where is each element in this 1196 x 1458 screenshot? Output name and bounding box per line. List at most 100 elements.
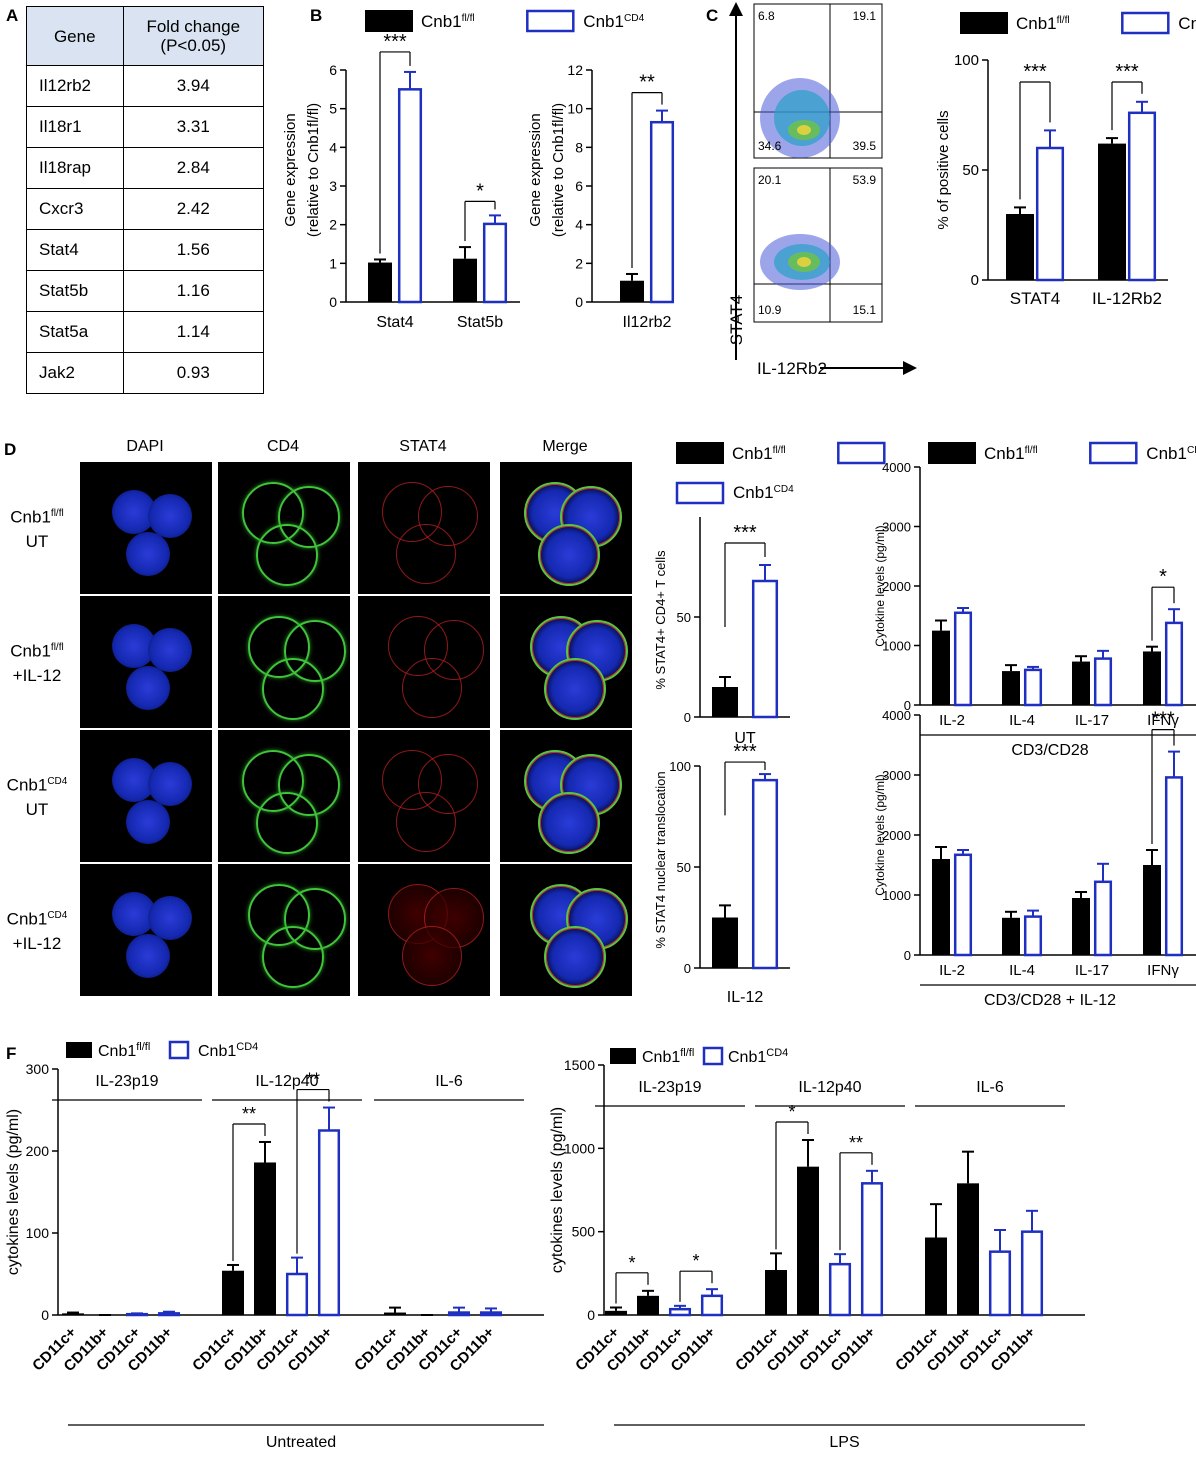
significance-stars: *: [692, 1251, 699, 1271]
gene-cell: Il18r1: [26, 106, 124, 148]
legend-swatch-cd4: [837, 441, 886, 465]
x-category-label: IL-12: [727, 989, 764, 1006]
fold-cell: 1.56: [122, 229, 265, 271]
cell-shape: [402, 658, 462, 718]
legend-label-wt: Cnb1fl/fl: [98, 1041, 150, 1060]
cell-shape: [538, 792, 600, 854]
x-category-label: Stat4: [376, 314, 413, 331]
y-tick-label: 1000: [564, 1140, 595, 1156]
y-tick-label: 100: [26, 1225, 50, 1241]
y-tick-label: 0: [904, 698, 911, 713]
micro-col-label: DAPI: [126, 438, 164, 455]
cell-shape: [544, 926, 606, 988]
y-tick-label: 0: [587, 1307, 595, 1323]
bar-cd4: [751, 778, 779, 970]
table-row: Il18r1 3.31: [26, 106, 265, 148]
cell-shape: [126, 666, 170, 710]
table-row: Il18rap 2.84: [26, 147, 265, 189]
legend-label-cd4: Cnb1CD4: [733, 483, 794, 502]
bar-cd4: [1023, 915, 1043, 957]
cell-shape: [148, 896, 192, 940]
micro-image-stat4: [358, 596, 490, 728]
y-tick-label: 5: [329, 101, 337, 117]
micro-image-dapi: [80, 864, 212, 996]
gene-cell: Stat4: [26, 229, 124, 271]
legend-swatch-wt: [66, 1042, 92, 1058]
bar-wt: [712, 687, 738, 717]
cell-shape: [396, 524, 456, 584]
arrow-head: [903, 361, 917, 375]
micro-image-cd4: [218, 596, 350, 728]
x-category-label: IL-4: [1009, 712, 1035, 729]
bar-cd4: [668, 1307, 692, 1317]
group-title: IL-12p40: [798, 1079, 861, 1096]
bar-wt: [1006, 214, 1034, 280]
x-category-label: Il12rb2: [623, 314, 672, 331]
y-axis-label: Gene expression: [527, 113, 544, 226]
y-tick-label: 0: [575, 294, 583, 310]
x-category-label: IL-12Rb2: [1092, 289, 1162, 308]
y-tick-label: 300: [26, 1061, 50, 1077]
micro-col-label: Merge: [542, 438, 588, 455]
fold-change-table: Gene Fold change (P<0.05) Il12rb2 3.94 Il18…: [26, 6, 265, 394]
bar-cd4: [1164, 621, 1184, 707]
bar-cd4: [157, 1312, 181, 1317]
y-axis-label: Cytokine levels (pg/ml): [873, 774, 887, 895]
legend-label-cd4: Cnb1CD4: [728, 1047, 788, 1066]
group-title: IL-6: [976, 1079, 1004, 1096]
bar-cd4: [751, 579, 779, 719]
gene-cell: Jak2: [26, 352, 124, 394]
y-tick-label: 0: [684, 961, 691, 976]
micro-image-dapi: [80, 462, 212, 594]
bar-cd4: [285, 1272, 309, 1317]
table-row: Jak2 0.93: [26, 352, 265, 394]
bar-wt: [1072, 898, 1090, 955]
fold-cell: 1.14: [122, 311, 265, 353]
y-tick-label: 2000: [882, 579, 911, 594]
y-tick-label: 500: [572, 1224, 596, 1240]
bar-cd4: [317, 1129, 341, 1317]
y-tick-label: 2: [329, 217, 337, 233]
bar-wt: [957, 1183, 979, 1315]
micro-col-label: STAT4: [399, 438, 447, 455]
x-category-label: IL-4: [1009, 962, 1035, 979]
y-tick-label: 12: [567, 62, 583, 78]
bar-wt: [368, 262, 392, 302]
quadrant-ur: 53.9: [853, 173, 877, 187]
y-axis-label: (relative to Cnb1fl/fl): [550, 103, 567, 237]
y-axis-label: % of positive cells: [935, 110, 952, 229]
group-label: CD3/CD28: [1011, 742, 1088, 759]
treatment-label: LPS: [829, 1434, 859, 1451]
bar-cd4: [482, 222, 508, 304]
bar-cd4: [988, 1250, 1012, 1317]
bar-wt: [605, 1310, 627, 1315]
quadrant-lr: 15.1: [853, 303, 877, 317]
y-tick-label: 4: [329, 139, 337, 155]
significance-stars: *: [788, 1102, 795, 1122]
legend-swatch-wt: [610, 1048, 636, 1064]
flow-density: [797, 257, 811, 267]
flow-y-label: STAT4: [727, 295, 746, 345]
bar-wt: [932, 859, 950, 955]
legend-swatch-cd4: [1089, 441, 1138, 465]
table-row: Il12rb2 3.94: [26, 65, 265, 107]
panel-label-b: B: [310, 6, 323, 25]
legend-swatch-wt: [960, 12, 1008, 34]
y-tick-label: 100: [954, 52, 979, 69]
significance-stars: **: [639, 72, 655, 94]
panel-label-d: D: [4, 440, 17, 459]
quadrant-ll: 34.6: [758, 139, 782, 153]
legend-label-wt: Cnb1fl/fl: [732, 444, 786, 463]
group-title: IL-23p19: [95, 1073, 158, 1090]
bar-wt: [1002, 917, 1020, 955]
x-category-label: Stat5b: [457, 314, 503, 331]
bar-cd4: [1164, 776, 1184, 957]
cell-shape: [148, 494, 192, 538]
bar-wt: [765, 1270, 787, 1315]
micro-row-label: Cnb1fl/fl UT: [10, 507, 64, 551]
x-category-label: IFNγ: [1147, 962, 1179, 979]
cell-shape: [256, 792, 318, 854]
treatment-label: Untreated: [266, 1434, 336, 1451]
legend-label-cd4: Cnb1CD4: [1146, 444, 1196, 463]
